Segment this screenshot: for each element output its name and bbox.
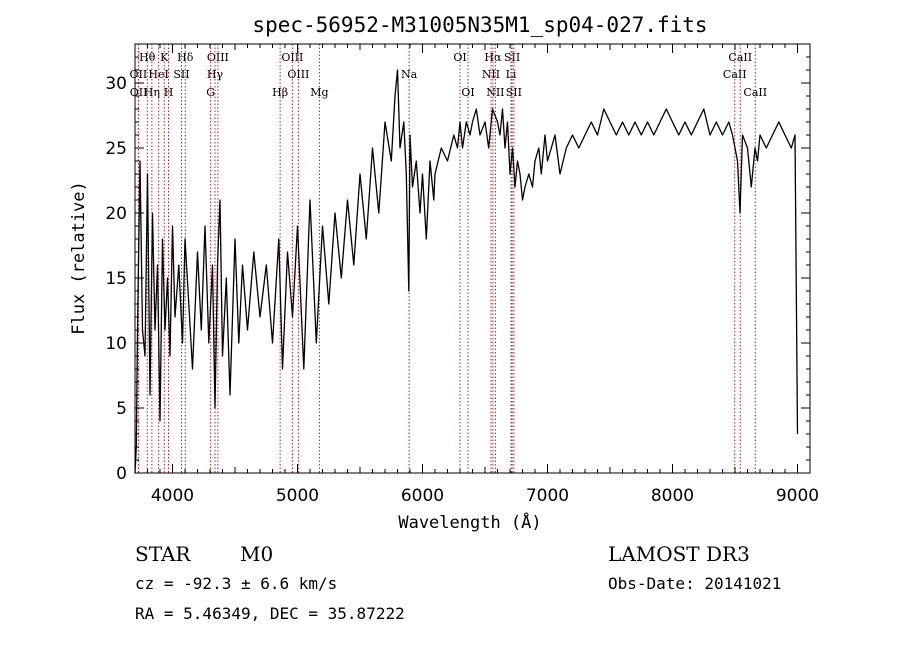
y-tick-label: 20 [105, 204, 127, 224]
line-marker-label: CaII [743, 86, 767, 99]
line-marker-label: OIII [281, 51, 303, 64]
line-marker-label: NII [486, 86, 504, 99]
x-tick-label: 7000 [526, 486, 569, 506]
line-marker-label: OII [130, 68, 148, 81]
obs-date-text: Obs-Date: 20141021 [608, 574, 781, 593]
y-tick-label: 5 [116, 399, 127, 419]
x-axis-label: Wavelength (Å) [398, 511, 541, 533]
survey-label: LAMOST DR3 [608, 542, 750, 566]
line-marker-label: Hβ [272, 86, 288, 99]
chart-title: spec-56952-M31005N35M1_sp04-027.fits [252, 13, 707, 37]
line-marker-label: OI [453, 51, 466, 64]
y-tick-label: 30 [105, 74, 127, 94]
y-tick-label: 25 [105, 139, 127, 159]
y-tick-label: 0 [116, 464, 127, 484]
coordinates-text: RA = 5.46349, DEC = 35.87222 [135, 604, 405, 623]
y-tick-label: 10 [105, 334, 127, 354]
line-marker-label: H [164, 86, 174, 99]
spectrum-series [134, 69, 799, 474]
line-marker-label: Hγ [207, 68, 224, 81]
line-marker-label: OI [461, 86, 474, 99]
line-marker-label: Li [506, 68, 517, 81]
x-tick-label: 4000 [151, 486, 194, 506]
line-marker-label: SII [506, 86, 522, 99]
line-marker-label: Hθ [139, 51, 156, 64]
line-marker-label: OII [130, 86, 148, 99]
line-marker-label: OIII [287, 68, 309, 81]
line-marker-label: SII [504, 51, 520, 64]
line-marker-label: OIII [207, 51, 229, 64]
y-tick-label: 15 [105, 269, 127, 289]
x-tick-label: 9000 [776, 486, 819, 506]
line-marker-label: NII [482, 68, 500, 81]
x-tick-label: 5000 [276, 486, 319, 506]
line-marker-label: Na [401, 68, 418, 81]
y-axis-label: Flux (relative) [69, 181, 89, 335]
line-marker-label: CaII [728, 51, 752, 64]
line-marker-label: Hδ [177, 51, 194, 64]
line-marker-label: Hα [484, 51, 502, 64]
line-marker-label: CaII [723, 68, 747, 81]
subclass-label: M0 [240, 542, 273, 566]
line-marker-label: K [160, 51, 169, 64]
line-marker-label: Hη [144, 86, 160, 99]
velocity-text: cz = -92.3 ± 6.6 km/s [135, 574, 337, 593]
line-marker-label: G [206, 86, 215, 99]
x-tick-label: 8000 [651, 486, 694, 506]
line-marker-label: Mg [310, 86, 328, 99]
line-marker-label: HeI [148, 68, 168, 81]
spectrum-line [134, 69, 799, 474]
x-tick-label: 6000 [401, 486, 444, 506]
axes: 4000 5000 6000 7000 8000 9000 0 5 10 15 20 25 30 [105, 43, 819, 506]
class-label: STAR [135, 542, 191, 566]
line-marker-label: SII [173, 68, 189, 81]
